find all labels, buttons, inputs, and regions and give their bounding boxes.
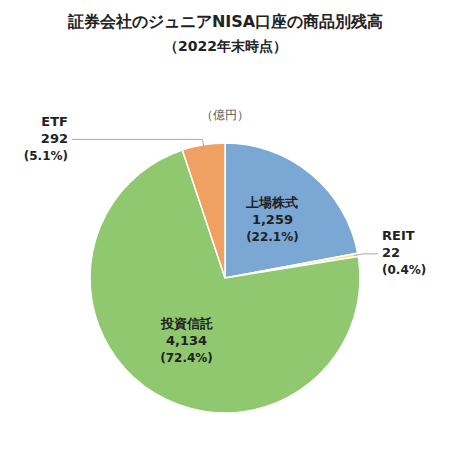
pie-slice (225, 143, 358, 278)
slice-label: ETF (41, 114, 68, 129)
leader-line (72, 139, 204, 148)
chart: 証券会社のジュニアNISA口座の商品別残高 （2022年末時点） （億円） 上場株式 1… (0, 0, 451, 457)
slice-label: REIT (382, 228, 415, 243)
percent-label: (5.1%) (24, 149, 68, 163)
subtitle: （2022年末時点） (164, 38, 287, 54)
data-labels: 上場株式 1,259 (22.1%) REIT 22 (0.4%) 投資信託 4,134 (72… (24, 114, 427, 365)
percent-label: (22.1%) (246, 230, 299, 244)
slice-label: 上場株式 (245, 195, 298, 210)
value-label: 292 (41, 131, 68, 146)
value-label: 22 (382, 245, 400, 260)
title: 証券会社のジュニアNISA口座の商品別残高 (67, 12, 383, 31)
percent-label: (72.4%) (160, 351, 213, 365)
slices (90, 143, 360, 413)
pie-slice (182, 143, 225, 278)
percent-label: (0.4%) (382, 263, 426, 277)
value-label: 4,134 (166, 333, 207, 348)
leader-line (354, 254, 378, 256)
slice-label: 投資信託 (160, 316, 213, 331)
value-label: 1,259 (252, 212, 293, 227)
unit-label: （億円） (201, 108, 249, 122)
